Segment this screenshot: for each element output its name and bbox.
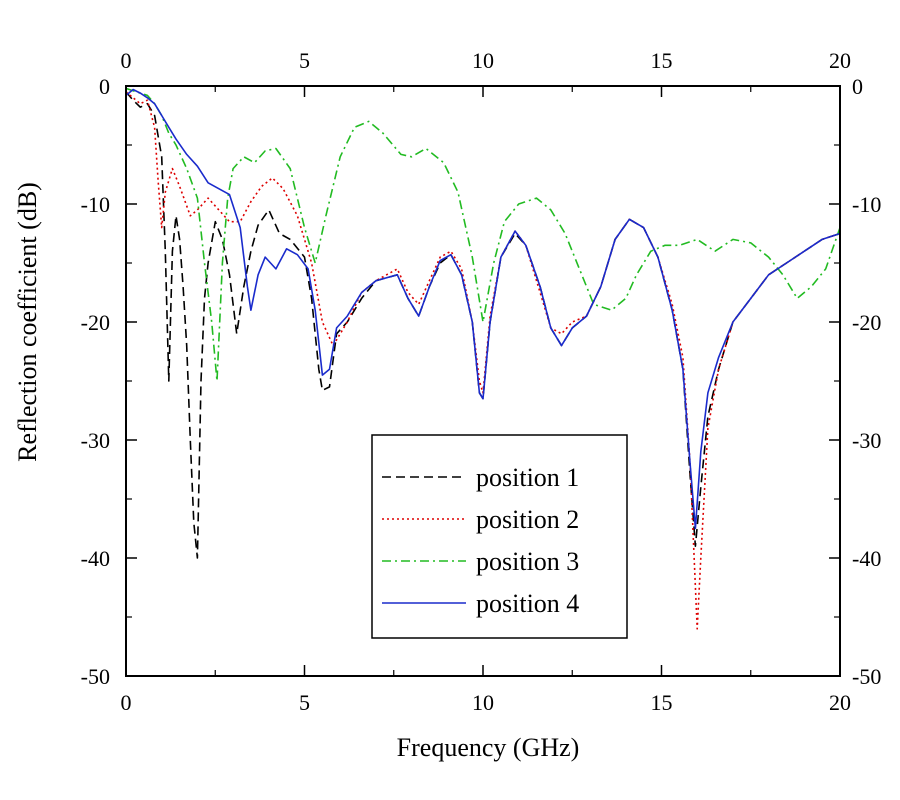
series-line-position-3: [125, 87, 841, 382]
x-tick-label: 10: [472, 690, 494, 715]
y-tick-label-right: -40: [852, 546, 881, 571]
x-tick-label: 0: [121, 690, 132, 715]
x-tick-label: 5: [299, 690, 310, 715]
legend-label-position-1: position 1: [476, 463, 579, 492]
x-tick-label: 20: [829, 690, 851, 715]
x-tick-label-top: 5: [299, 48, 310, 73]
x-tick-label-top: 15: [651, 48, 673, 73]
series-layer: [125, 87, 841, 630]
y-tick-label: 0: [99, 74, 110, 99]
y-tick-label: -30: [81, 428, 110, 453]
y-tick-label: -50: [81, 664, 110, 689]
x-tick-label: 15: [651, 690, 673, 715]
x-tick-label-top: 0: [121, 48, 132, 73]
y-axis-title: Reflection coefficient (dB): [13, 182, 42, 462]
y-tick-label: -10: [81, 192, 110, 217]
legend-label-position-2: position 2: [476, 505, 579, 534]
y-tick-label-right: -20: [852, 310, 881, 335]
y-tick-label: -40: [81, 546, 110, 571]
x-axis-title: Frequency (GHz): [397, 733, 580, 762]
series-line-position-2: [125, 91, 841, 630]
legend-box: [371, 434, 628, 639]
series-line-position-4: [125, 88, 841, 530]
y-tick-label-right: -10: [852, 192, 881, 217]
y-tick-label: -20: [81, 310, 110, 335]
legend: position 1 position 2 position 3 position 4: [371, 434, 628, 639]
y-tick-label-right: 0: [852, 74, 863, 99]
x-tick-label-top: 20: [829, 48, 851, 73]
legend-label-position-3: position 3: [476, 547, 579, 576]
y-tick-label-right: -50: [852, 664, 881, 689]
x-tick-label-top: 10: [472, 48, 494, 73]
legend-label-position-4: position 4: [476, 589, 579, 618]
y-tick-label-right: -30: [852, 428, 881, 453]
